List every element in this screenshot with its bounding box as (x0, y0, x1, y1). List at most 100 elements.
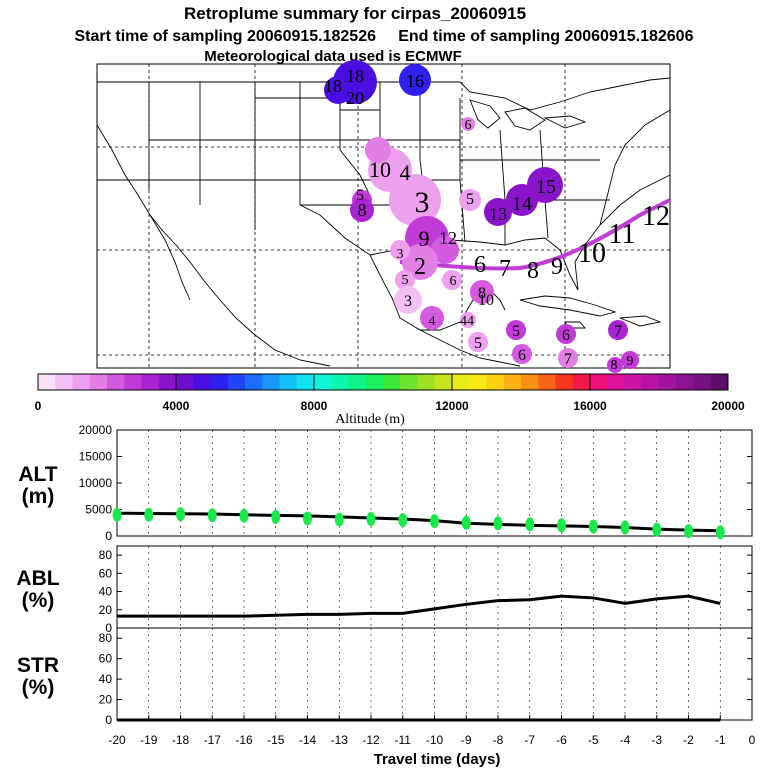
colorbar-swatch (503, 374, 522, 390)
colorbar-swatch (641, 374, 660, 390)
x-tick-label: -11 (395, 733, 412, 747)
plume-circle (350, 198, 374, 222)
map-label: 4 (400, 160, 411, 185)
x-tick-label: -4 (620, 733, 631, 747)
y-tick-label: 0 (105, 621, 112, 635)
y-tick-label: 80 (99, 631, 113, 645)
y-tick-label: 60 (99, 566, 113, 580)
series-line (117, 594, 721, 618)
map-label: 3 (415, 186, 430, 219)
data-point (207, 508, 217, 523)
data-point (334, 512, 344, 527)
y-tick-label: 5000 (85, 503, 112, 517)
map-frame (96, 63, 671, 369)
map-label: 6 (562, 327, 570, 344)
plume-circle (442, 270, 462, 290)
map-label: 18 (346, 66, 364, 86)
map-label: 10 (478, 292, 494, 309)
colorbar-swatch (607, 374, 625, 390)
map-label: 7 (614, 323, 622, 340)
map-label: 6 (465, 118, 472, 133)
colorbar-swatch (227, 374, 246, 390)
plume-circle (390, 240, 410, 260)
colorbar-swatch (434, 374, 453, 390)
map-label: 10 (369, 157, 391, 182)
map-label: 5 (402, 273, 409, 288)
data-point (652, 522, 662, 537)
map-label: 15 (536, 176, 556, 198)
colorbar-swatch (590, 374, 608, 390)
title-line3: Meteorological data used is ECMWF (204, 48, 462, 65)
map-label: 8 (358, 200, 367, 220)
map-label: 9 (419, 226, 430, 251)
x-tick-label: -13 (331, 733, 349, 747)
data-point (525, 517, 535, 532)
data-point (493, 516, 503, 531)
colorbar-swatch (417, 374, 436, 390)
x-tick-label: -10 (426, 733, 444, 747)
map-label: 13 (489, 204, 507, 224)
colorbar (38, 374, 729, 390)
colorbar-swatch (279, 374, 298, 390)
colorbar-swatch (572, 374, 591, 390)
colorbar-tick-label: 12000 (435, 399, 469, 413)
colorbar-swatch (210, 374, 229, 390)
data-point (398, 513, 408, 528)
map-label: 8 (527, 258, 539, 284)
map-label: 10 (578, 238, 606, 269)
map-label: 6 (450, 274, 457, 289)
data-point (620, 520, 630, 535)
plume-circle (484, 198, 512, 226)
title-line2: Start time of sampling 20060915.182526 E… (75, 28, 694, 45)
plume-circle (459, 189, 481, 211)
x-tick-label: -12 (362, 733, 380, 747)
x-tick-label: -1 (715, 733, 726, 747)
map-day-labels: 18 18 20 16 6 10 4 3 5 8 5 13 14 15 9 12… (324, 66, 670, 373)
y-tick-label: 0 (105, 529, 112, 543)
x-axis-ticks: -20 -19 -18 -17 -16 -15 -14 -13 -12 -11 -10 -9 -8 -7-… (108, 715, 756, 747)
colorbar-tick-label: 16000 (573, 399, 607, 413)
colorbar-swatch (486, 374, 505, 390)
colorbar-swatch (72, 374, 91, 390)
plume-circle (607, 357, 623, 373)
colorbar-swatch (365, 374, 384, 390)
x-tick-label: -6 (556, 733, 567, 747)
colorbar-swatch (624, 374, 643, 390)
y-axis-label-top: ABL (16, 567, 59, 590)
y-tick-label: 60 (99, 652, 113, 666)
colorbar-swatch (659, 374, 677, 390)
plume-circle (395, 270, 415, 290)
map-label: 16 (406, 71, 424, 91)
y-tick-label: 40 (99, 585, 113, 599)
x-tick-label: -20 (108, 733, 126, 747)
map-label: 7 (564, 351, 572, 368)
plume-circle (402, 244, 438, 280)
plume-circle (506, 320, 526, 340)
map-label: 3 (397, 247, 404, 262)
map-label: 6 (474, 252, 486, 278)
data-point (715, 525, 725, 540)
plume-circle (621, 351, 639, 369)
colorbar-swatch (348, 374, 367, 390)
panel-str: 0 20 40 60 80 STR(%) (17, 627, 753, 727)
plume-circle (608, 320, 628, 340)
colorbar-swatch (331, 374, 349, 390)
data-point (303, 511, 312, 526)
colorbar-swatch (400, 374, 418, 390)
y-tick-label: 20 (99, 603, 113, 617)
x-tick-label: -14 (299, 733, 317, 747)
colorbar-swatch (538, 374, 556, 390)
map-label: 5 (466, 191, 474, 208)
plume-circle (512, 344, 532, 364)
y-tick-label: 10000 (79, 476, 113, 490)
colorbar-swatch (176, 374, 194, 390)
colorbar-swatch (296, 374, 315, 390)
colorbar-swatch (55, 374, 73, 390)
colorbar-swatch (245, 374, 263, 390)
map-label: 4 (429, 314, 436, 329)
data-point (239, 508, 249, 523)
y-tick-label: 0 (105, 713, 112, 727)
colorbar-tick-label: 20000 (711, 399, 745, 413)
map-label: 20 (346, 88, 364, 108)
y-tick-label: 40 (99, 672, 113, 686)
